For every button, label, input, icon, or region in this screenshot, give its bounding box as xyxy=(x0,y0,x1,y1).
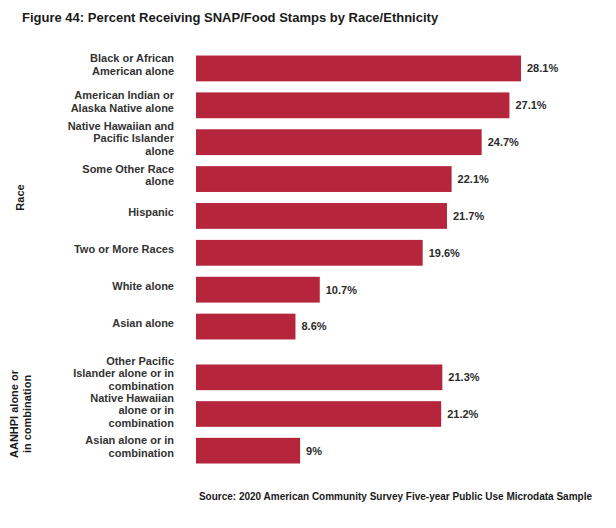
label-line: Native Hawaiian and xyxy=(68,120,174,132)
label-line: American Indian or xyxy=(74,89,174,101)
data-label: 21.7% xyxy=(453,210,484,222)
category-label: Black or AfricanAmerican alone xyxy=(90,52,174,77)
bar xyxy=(196,56,521,82)
category-label: Hispanic xyxy=(128,206,174,218)
label-line: alone or in xyxy=(118,404,174,416)
category-label: American Indian orAlaska Native alone xyxy=(71,89,175,114)
bar xyxy=(196,365,442,391)
category-label: White alone xyxy=(112,280,174,292)
label-line: Two or More Races xyxy=(74,243,174,255)
label-line: combination xyxy=(109,447,175,459)
category-label: Other PacificIslander alone or incombina… xyxy=(73,355,174,392)
label-line: Asian alone xyxy=(112,317,174,329)
category-label: Asian alone xyxy=(112,317,174,329)
category-label: Two or More Races xyxy=(74,243,174,255)
group-label: Race xyxy=(14,184,26,210)
data-label: 27.1% xyxy=(515,99,546,111)
bar xyxy=(196,92,509,118)
data-label: 8.6% xyxy=(301,320,326,332)
group-label: AANHPI alone orin combination xyxy=(8,369,33,458)
category-label: Native Hawaiianalone or incombination xyxy=(90,392,174,429)
label-line: in combination xyxy=(21,375,33,454)
label-line: Other Pacific xyxy=(106,355,174,367)
bar xyxy=(196,129,482,155)
title: Figure 44: Percent Receiving SNAP/Food S… xyxy=(22,10,439,25)
label-line: Black or African xyxy=(90,52,174,64)
bar xyxy=(196,203,447,229)
bar xyxy=(196,314,295,340)
label-line: Asian alone or in xyxy=(85,434,174,446)
category-label: Some Other Racealone xyxy=(82,163,174,188)
label-line: Some Other Race xyxy=(82,163,174,175)
label-line: Race xyxy=(14,184,26,210)
bar xyxy=(196,401,441,427)
label-line: alone xyxy=(145,145,174,157)
data-label: 28.1% xyxy=(527,62,558,74)
label-line: American alone xyxy=(92,65,174,77)
bar xyxy=(196,240,423,266)
bar xyxy=(196,438,300,464)
data-label: 24.7% xyxy=(488,136,519,148)
label-line: Hispanic xyxy=(128,206,174,218)
label-line: alone xyxy=(145,175,174,187)
category-label: Native Hawaiian andPacific Islanderalone xyxy=(68,120,175,157)
chart: Figure 44: Percent Receiving SNAP/Food S… xyxy=(0,0,616,528)
source: Source: 2020 American Community Survey F… xyxy=(199,491,593,502)
labels: 28.1% 27.1% 24.7% 22.1% 21.7% 19.6% 10.7% 8.6% B… xyxy=(8,52,559,459)
data-label: 9% xyxy=(306,445,322,457)
label-line: combination xyxy=(109,380,175,392)
data-label: 19.6% xyxy=(429,247,460,259)
data-label: 22.1% xyxy=(458,173,489,185)
data-label: 21.2% xyxy=(447,408,478,420)
category-label: Asian alone or incombination xyxy=(85,434,174,459)
label-line: combination xyxy=(109,417,175,429)
label-line: Alaska Native alone xyxy=(71,102,174,114)
label-line: Islander alone or in xyxy=(73,367,174,379)
bar xyxy=(196,166,452,192)
label-line: Pacific Islander xyxy=(93,132,174,144)
label-line: Native Hawaiian xyxy=(90,392,174,404)
bar xyxy=(196,277,320,303)
label-line: White alone xyxy=(112,280,174,292)
label-line: AANHPI alone or xyxy=(8,369,20,458)
data-label: 10.7% xyxy=(326,284,357,296)
data-label: 21.3% xyxy=(448,371,479,383)
bars xyxy=(196,56,521,464)
